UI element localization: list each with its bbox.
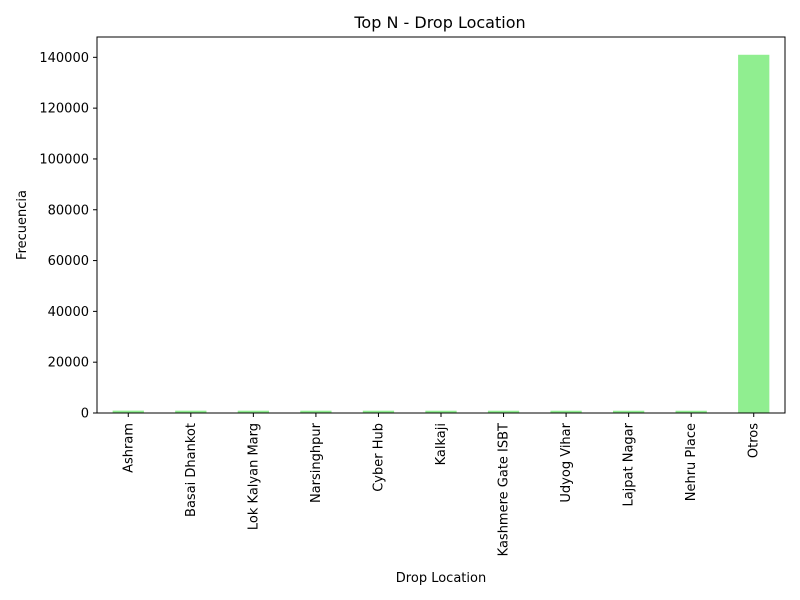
x-tick-label: Ashram [121, 423, 136, 473]
y-axis-label: Frecuencia [15, 190, 30, 260]
x-tick-label: Udyog Vihar [559, 422, 574, 502]
x-tick-label: Kalkaji [434, 423, 449, 465]
plot-frame [96, 36, 786, 414]
bars-layer [112, 54, 770, 413]
x-axis: Ashram Basai Dhankot Lok Kalyan Marg Narsin… [121, 413, 762, 556]
x-tick-label: Nehru Place [684, 423, 699, 501]
y-tick-label: 100000 [39, 152, 89, 167]
x-tick-label: Narsinghpur [309, 422, 324, 503]
bar [237, 410, 269, 413]
y-tick-label: 40000 [48, 305, 89, 320]
x-tick-label: Kashmere Gate ISBT [497, 423, 512, 556]
bar [425, 410, 457, 413]
y-tick-label: 140000 [39, 51, 89, 66]
bar [362, 410, 395, 413]
y-tick-label: 120000 [39, 102, 89, 117]
y-tick-label: 20000 [48, 356, 89, 371]
y-tick-label: 60000 [48, 254, 89, 269]
y-tick-label: 0 [81, 407, 89, 422]
bar [112, 410, 144, 413]
bar [613, 410, 645, 413]
x-tick-label: Lok Kalyan Marg [246, 423, 261, 530]
x-tick-label: Cyber Hub [371, 423, 386, 492]
x-tick-label: Lajpat Nagar [622, 422, 637, 506]
x-tick-label: Basai Dhankot [184, 423, 199, 517]
y-tick-label: 80000 [48, 203, 89, 218]
bar [300, 410, 332, 413]
x-tick-label: Otros [747, 423, 762, 458]
x-axis-label: Drop Location [396, 571, 486, 586]
chart-title: Top N - Drop Location [353, 13, 525, 32]
bar [550, 410, 582, 413]
y-axis: 0 20000 40000 60000 80000 100000 120000 140000 [39, 51, 97, 422]
bar [675, 410, 707, 413]
bar [175, 410, 207, 413]
bar [487, 410, 520, 413]
bar [738, 54, 770, 413]
